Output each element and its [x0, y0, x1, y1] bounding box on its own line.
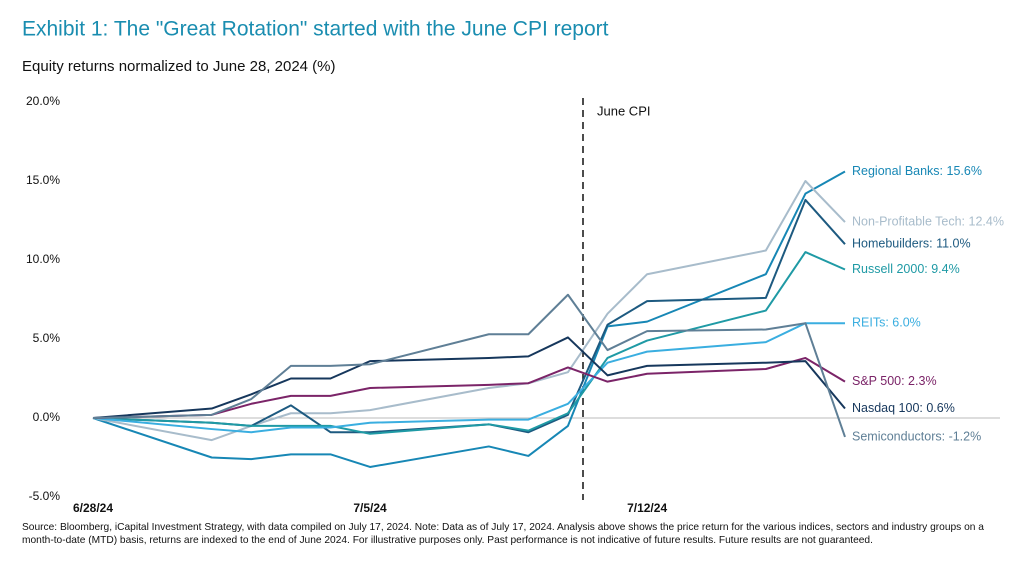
legend-label: Regional Banks: 15.6%	[852, 164, 982, 178]
series-line	[92, 180, 846, 442]
legend-label: Russell 2000: 9.4%	[852, 262, 960, 276]
legend-label: Nasdaq 100: 0.6%	[852, 401, 955, 415]
legend-label: Non-Profitable Tech: 12.4%	[852, 214, 1004, 228]
y-tick-label: 5.0%	[33, 331, 61, 345]
annotation: June CPI	[597, 103, 650, 118]
y-tick-label: 20.0%	[26, 94, 60, 108]
chart: Exhibit 1: The "Great Rotation" started …	[22, 18, 1004, 516]
x-tick-label: 7/5/24	[353, 501, 387, 515]
y-tick-label: 0.0%	[33, 410, 61, 424]
series-line	[92, 170, 846, 468]
series-line	[92, 336, 846, 419]
chart-title: Exhibit 1: The "Great Rotation" started …	[22, 18, 609, 41]
x-tick-label: 6/28/24	[73, 501, 113, 515]
series-line	[92, 322, 845, 434]
y-tick-label: 10.0%	[26, 252, 60, 266]
chart-subtitle: Equity returns normalized to June 28, 20…	[22, 58, 336, 75]
y-tick-label: -5.0%	[29, 489, 61, 503]
y-tick-label: 15.0%	[26, 173, 60, 187]
legend-label: S&P 500: 2.3%	[852, 374, 937, 388]
legend-label: Homebuilders: 11.0%	[852, 236, 971, 250]
series-line	[92, 251, 846, 435]
series-line	[92, 356, 846, 419]
source-note: Source: Bloomberg, iCapital Investment S…	[22, 522, 984, 546]
legend-label: Semiconductors: -1.2%	[852, 429, 981, 443]
series-line	[92, 198, 846, 434]
legend-label: REITs: 6.0%	[852, 315, 921, 329]
x-tick-label: 7/12/24	[627, 501, 667, 515]
series-line	[92, 293, 846, 438]
